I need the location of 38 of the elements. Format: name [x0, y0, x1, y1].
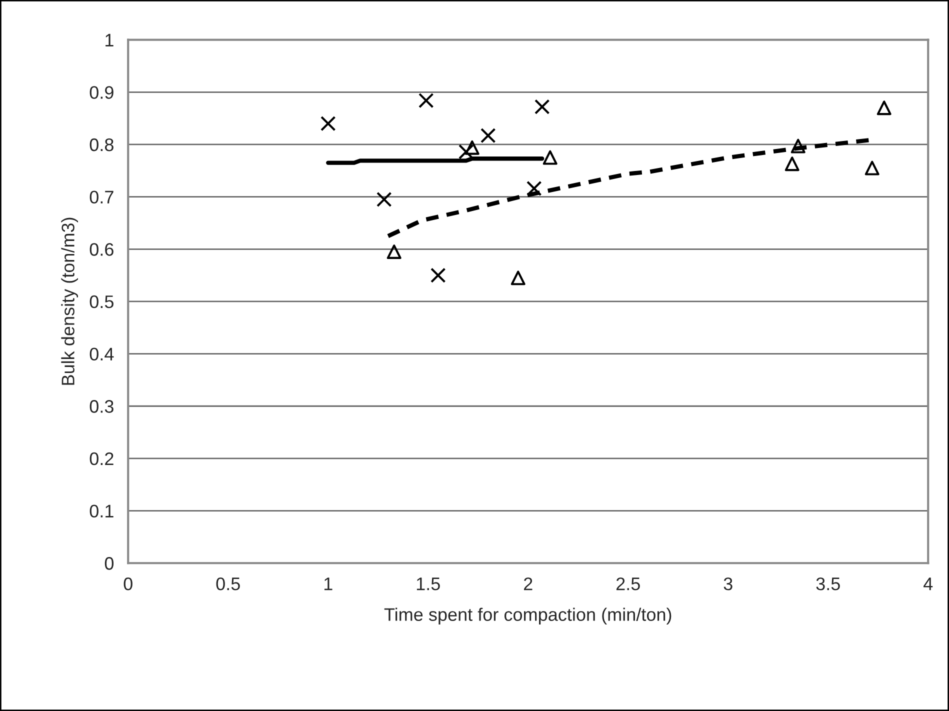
point [790, 138, 806, 154]
x-tick-label: 1.5 [416, 578, 440, 590]
point [876, 100, 892, 116]
point [386, 244, 402, 260]
point [480, 128, 496, 144]
point [784, 156, 800, 172]
y-tick-label: 1 [106, 34, 114, 46]
point [534, 99, 550, 114]
y-tick-label: 0.1 [90, 504, 114, 518]
y-tick-label: 0.3 [90, 400, 114, 413]
point [464, 140, 480, 155]
point [542, 150, 558, 165]
y-tick-label: 0.5 [90, 295, 114, 308]
y-tick-label: 0 [104, 557, 114, 570]
y-tick-label: 0.6 [90, 243, 114, 256]
y-tick-label: 0.7 [90, 190, 114, 204]
x-tick-label: 2 [524, 577, 532, 590]
y-tick-label: 0.4 [90, 348, 114, 361]
point [458, 144, 474, 160]
point [418, 92, 434, 108]
x-tick-label: 0.5 [216, 577, 240, 590]
y-tick-label: 0.8 [90, 138, 114, 152]
x-axis-title: Time spent for compaction (min/ton) [384, 608, 672, 625]
y-tick-label: 0.9 [90, 86, 114, 99]
x-tick-label: 3.5 [816, 577, 840, 590]
x-tick-label: 1 [324, 578, 332, 590]
point [430, 268, 446, 283]
x-tick-label: 4 [924, 578, 933, 590]
point [864, 160, 880, 176]
x-tick-label: 0 [124, 577, 132, 590]
point [526, 180, 542, 196]
point [510, 270, 526, 286]
x-tick-label: 3 [724, 577, 732, 590]
point [376, 192, 392, 208]
y-tick-label: 0.2 [90, 452, 114, 466]
point [320, 116, 336, 132]
y-axis-title: Bulk density (ton/m3) [61, 218, 78, 385]
x-tick-label: 2.5 [616, 577, 640, 590]
